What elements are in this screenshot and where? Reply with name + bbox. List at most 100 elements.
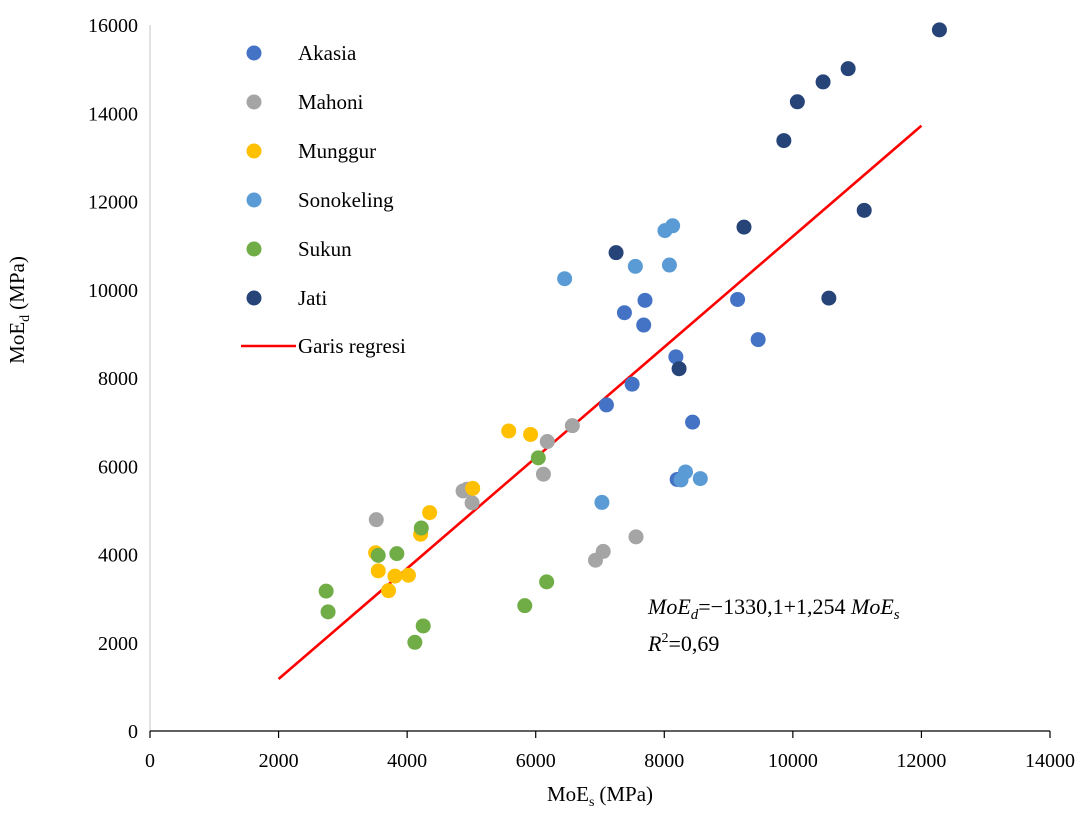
data-point xyxy=(368,512,384,528)
data-point xyxy=(389,546,405,562)
eq-term: MoE xyxy=(850,594,894,619)
data-point xyxy=(517,598,533,614)
data-point xyxy=(413,520,429,536)
x-tick-label: 6000 xyxy=(516,750,556,772)
data-point xyxy=(557,271,573,287)
series-sukun xyxy=(318,450,555,650)
series-akasia xyxy=(598,291,766,487)
y-axis-title-unit: (MPa) xyxy=(5,256,29,310)
y-axis-title-main: MoE xyxy=(5,322,29,364)
x-tick-label: 4000 xyxy=(387,750,427,772)
series-munggur xyxy=(368,423,539,599)
data-point xyxy=(318,583,334,599)
data-point xyxy=(821,290,837,306)
data-point xyxy=(789,94,805,110)
x-tick-label: 0 xyxy=(145,750,155,772)
data-point xyxy=(598,397,614,413)
x-axis-title: MoEs (MPa) xyxy=(547,782,653,810)
data-point xyxy=(627,258,643,274)
data-point xyxy=(501,423,517,439)
data-point xyxy=(564,418,580,434)
data-point xyxy=(616,305,632,321)
data-point xyxy=(776,133,792,149)
data-point xyxy=(668,349,684,365)
legend-label-sonokeling: Sonokeling xyxy=(298,188,394,212)
data-point xyxy=(381,583,396,599)
data-point xyxy=(815,74,831,90)
data-point xyxy=(636,317,652,333)
y-tick-labels: 0 2000 4000 6000 8000 10000 12000 14000 16000 xyxy=(88,15,138,743)
y-axis-title-sub: d xyxy=(18,315,33,322)
data-point xyxy=(370,563,386,579)
eq-lhs: MoE xyxy=(647,594,691,619)
legend-label-sukun: Sukun xyxy=(298,237,352,261)
eq-term-sub: s xyxy=(894,607,900,623)
data-point xyxy=(370,547,386,563)
legend-label-munggur: Munggur xyxy=(298,139,376,163)
r-squared: R2=0,69 xyxy=(647,631,719,656)
legend-marker-sonokeling xyxy=(246,192,262,208)
series-sonokeling xyxy=(557,218,708,510)
y-tick-label: 0 xyxy=(128,721,138,743)
y-tick-label: 6000 xyxy=(98,456,138,478)
legend-marker-munggur xyxy=(246,143,262,159)
data-point xyxy=(840,61,856,77)
legend-marker-jati xyxy=(246,290,262,306)
y-tick-label: 8000 xyxy=(98,368,138,390)
data-point xyxy=(661,257,677,273)
y-axis-title: MoEd (MPa) xyxy=(5,256,33,364)
data-point xyxy=(415,618,431,634)
data-point xyxy=(671,361,687,377)
data-point xyxy=(387,568,403,584)
series-mahoni xyxy=(368,418,644,568)
data-point xyxy=(400,567,416,583)
data-point xyxy=(678,464,693,480)
data-point xyxy=(523,426,539,442)
legend-marker-akasia xyxy=(246,45,262,61)
x-tick-labels: 0 2000 4000 6000 8000 10000 12000 14000 xyxy=(145,731,1075,772)
data-point xyxy=(692,471,708,487)
legend-label-akasia: Akasia xyxy=(298,41,357,65)
series-jati xyxy=(608,22,947,377)
data-point xyxy=(637,292,653,308)
data-point xyxy=(608,245,624,261)
data-point xyxy=(595,543,611,559)
data-point xyxy=(856,202,872,218)
data-point xyxy=(736,219,752,235)
data-point xyxy=(422,505,438,521)
x-axis-title-unit: (MPa) xyxy=(599,782,653,806)
data-point xyxy=(594,494,610,510)
x-tick-label: 14000 xyxy=(1025,750,1075,772)
data-points xyxy=(318,22,947,650)
y-tick-label: 14000 xyxy=(88,103,138,125)
x-axis-title-main: MoE xyxy=(547,782,589,806)
data-point xyxy=(685,414,701,430)
legend: Akasia Mahoni Munggur Sonokeling Sukun Jati Ga… xyxy=(241,41,406,358)
data-point xyxy=(628,529,644,545)
x-tick-label: 10000 xyxy=(768,750,818,772)
eq-lhs-sub: d xyxy=(691,607,699,623)
data-point xyxy=(730,291,746,307)
x-axis-title-sub: s xyxy=(589,795,594,810)
data-point xyxy=(931,22,947,38)
data-point xyxy=(535,466,551,482)
data-point xyxy=(750,332,766,348)
eq-rhs: =−1330,1+1,254 xyxy=(698,594,851,619)
data-point xyxy=(530,450,546,466)
data-point xyxy=(624,376,640,392)
x-tick-label: 2000 xyxy=(259,750,299,772)
regression-equation: MoEd=−1330,1+1,254 MoEs xyxy=(647,594,900,623)
r2-symbol: R xyxy=(647,631,662,656)
y-tick-label: 12000 xyxy=(88,192,138,214)
data-point xyxy=(539,434,555,450)
y-tick-label: 16000 xyxy=(88,15,138,37)
data-point xyxy=(465,480,481,496)
r2-exp: 2 xyxy=(661,631,668,646)
legend-marker-sukun xyxy=(246,241,262,257)
data-point xyxy=(320,604,336,620)
y-tick-label: 2000 xyxy=(98,633,138,655)
data-point xyxy=(665,218,681,234)
x-tick-label: 8000 xyxy=(644,750,684,772)
legend-label-regression: Garis regresi xyxy=(298,334,406,358)
